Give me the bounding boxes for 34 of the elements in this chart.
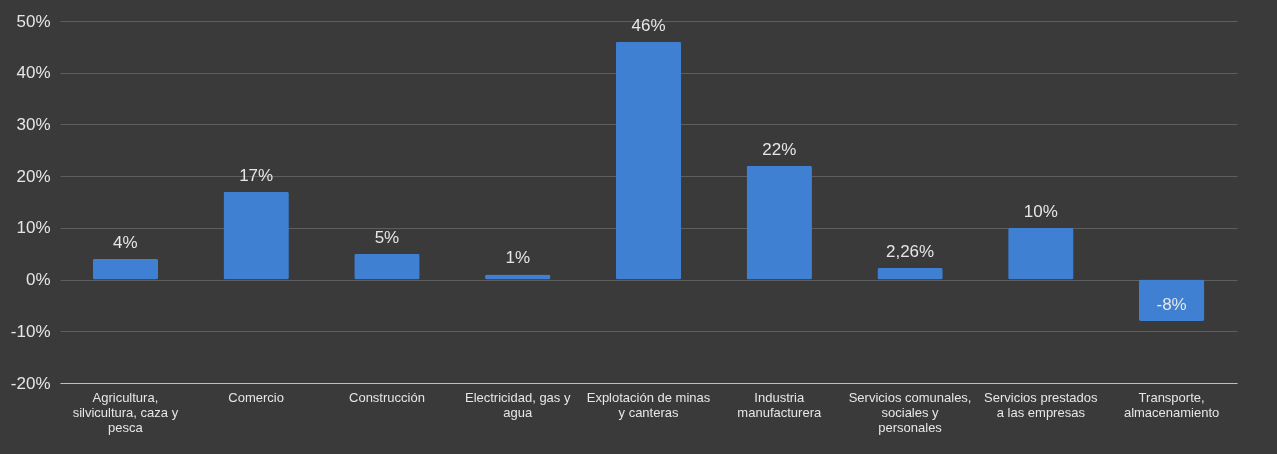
data-label: 46%	[631, 15, 666, 35]
bar	[1008, 227, 1074, 280]
x-tick-label: Comercio	[228, 389, 284, 405]
x-tick-label: Explotación de minas y canteras	[586, 389, 711, 420]
x-tick-label: Agricultura, silvicultura, caza y pesca	[72, 389, 179, 435]
x-tick-label: Transporte, almacenamiento	[1123, 389, 1220, 420]
bar	[1138, 279, 1205, 321]
y-tick-label: -10%	[10, 321, 51, 341]
y-tick-label: 10%	[16, 218, 51, 238]
y-tick-label: 30%	[16, 114, 51, 134]
data-label: 2,26%	[885, 241, 935, 261]
bar	[223, 191, 289, 280]
y-tick-label: 0%	[25, 270, 51, 290]
y-tick-label: 50%	[16, 11, 51, 31]
bar	[354, 253, 420, 280]
y-tick-label: 20%	[16, 166, 51, 186]
x-tick-label: Electricidad, gas y agua	[464, 389, 571, 420]
data-label: 17%	[239, 165, 274, 185]
y-tick-label: 40%	[16, 63, 51, 83]
x-tick-label: Servicios comunales, sociales y personales	[848, 389, 972, 435]
data-label: 4%	[113, 232, 138, 252]
data-label: 10%	[1023, 201, 1058, 221]
data-label: 1%	[505, 248, 531, 268]
bar	[615, 41, 682, 280]
data-label: -8%	[1156, 294, 1187, 314]
bar	[92, 258, 159, 280]
x-tick-label: Industria manufacturera	[737, 389, 822, 420]
bar	[746, 165, 812, 280]
x-tick-label: Construcción	[349, 389, 425, 405]
data-label: 5%	[374, 227, 400, 247]
data-label: 22%	[762, 139, 797, 159]
y-tick-label: -20%	[10, 373, 51, 393]
x-tick-label: Servicios prestados a las empresas	[984, 389, 1099, 420]
bar	[877, 267, 943, 280]
